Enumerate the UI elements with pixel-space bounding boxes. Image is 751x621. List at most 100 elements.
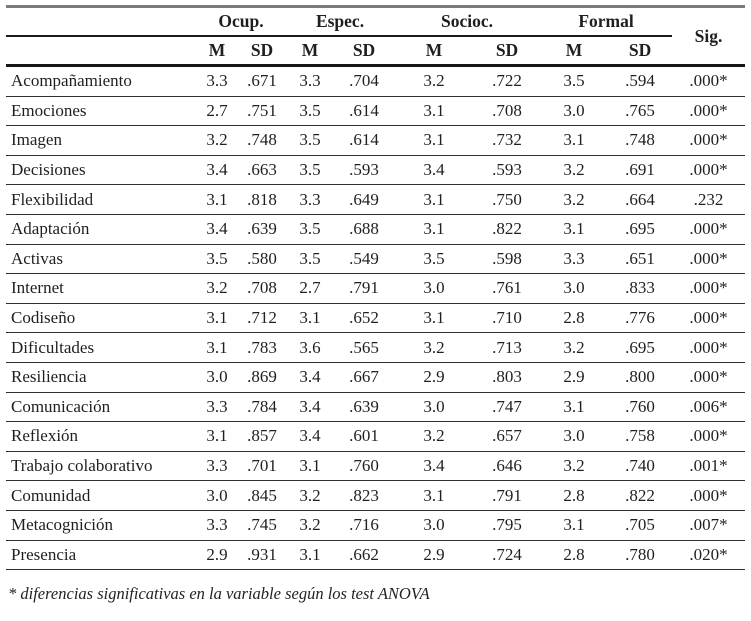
- cell-espec-sd: .565: [334, 332, 395, 363]
- cell-sig: .007*: [672, 510, 746, 541]
- cell-socioc-m: 3.1: [394, 96, 475, 127]
- cell-ocup-sd: .869: [238, 362, 287, 393]
- cell-formal-m: 3.1: [540, 510, 609, 541]
- cell-sig: .000*: [672, 155, 746, 186]
- cell-sig: .000*: [672, 303, 746, 334]
- cell-ocup-sd: .712: [238, 303, 287, 334]
- subheader-socioc-m: M: [394, 36, 475, 67]
- cell-ocup-sd: .701: [238, 451, 287, 482]
- cell-sig: .000*: [672, 244, 746, 275]
- cell-formal-sd: .748: [608, 125, 673, 156]
- paper-table-page: Ocup. Espec. Socioc. Formal Sig. M SD M …: [6, 5, 746, 603]
- subheader-formal-m: M: [540, 36, 609, 67]
- row-label: Internet: [6, 273, 196, 304]
- cell-ocup-sd: .748: [238, 125, 287, 156]
- cell-socioc-sd: .803: [474, 362, 541, 393]
- cell-socioc-sd: .795: [474, 510, 541, 541]
- cell-ocup-sd: .845: [238, 480, 287, 511]
- cell-formal-sd: .822: [608, 480, 673, 511]
- cell-socioc-sd: .646: [474, 451, 541, 482]
- cell-formal-m: 2.8: [540, 303, 609, 334]
- cell-socioc-sd: .724: [474, 540, 541, 571]
- cell-formal-sd: .651: [608, 244, 673, 275]
- cell-ocup-sd: .708: [238, 273, 287, 304]
- cell-espec-sd: .652: [334, 303, 395, 334]
- group-header-formal: Formal: [540, 6, 673, 37]
- cell-ocup-m: 2.7: [196, 96, 238, 127]
- cell-espec-sd: .639: [334, 392, 395, 423]
- cell-socioc-m: 2.9: [394, 362, 475, 393]
- cell-espec-sd: .549: [334, 244, 395, 275]
- subheader-espec-m: M: [286, 36, 335, 67]
- row-label: Dificultades: [6, 332, 196, 363]
- cell-formal-m: 3.1: [540, 125, 609, 156]
- cell-socioc-m: 3.4: [394, 451, 475, 482]
- cell-socioc-sd: .598: [474, 244, 541, 275]
- group-header-socioc: Socioc.: [394, 6, 541, 37]
- cell-socioc-sd: .791: [474, 480, 541, 511]
- cell-espec-m: 3.3: [286, 65, 335, 97]
- cell-socioc-sd: .710: [474, 303, 541, 334]
- cell-espec-sd: .791: [334, 273, 395, 304]
- cell-espec-m: 3.4: [286, 392, 335, 423]
- row-label: Comunicación: [6, 392, 196, 423]
- cell-formal-m: 3.2: [540, 451, 609, 482]
- cell-formal-m: 3.2: [540, 155, 609, 186]
- subheader-espec-sd: SD: [334, 36, 395, 67]
- cell-formal-m: 3.1: [540, 392, 609, 423]
- cell-espec-m: 3.5: [286, 244, 335, 275]
- cell-espec-sd: .823: [334, 480, 395, 511]
- cell-ocup-m: 3.4: [196, 155, 238, 186]
- cell-espec-m: 3.5: [286, 96, 335, 127]
- row-label-header-cell: [6, 6, 196, 37]
- table-row: Reflexión 3.1.857 3.4.601 3.2.657 3.0.758.00…: [6, 421, 746, 452]
- cell-ocup-sd: .784: [238, 392, 287, 423]
- row-label: Reflexión: [6, 421, 196, 452]
- table-row: Resiliencia 3.0.869 3.4.667 2.9.803 2.9.800.…: [6, 362, 746, 393]
- subheader-socioc-sd: SD: [474, 36, 541, 67]
- row-label: Flexibilidad: [6, 184, 196, 215]
- cell-espec-sd: .667: [334, 362, 395, 393]
- row-label: Activas: [6, 244, 196, 275]
- table-row: Adaptación 3.4.639 3.5.688 3.1.822 3.1.695.0…: [6, 214, 746, 245]
- cell-ocup-sd: .931: [238, 540, 287, 571]
- cell-ocup-sd: .751: [238, 96, 287, 127]
- row-label: Metacognición: [6, 510, 196, 541]
- cell-espec-sd: .704: [334, 65, 395, 97]
- cell-ocup-sd: .857: [238, 421, 287, 452]
- subheader-formal-sd: SD: [608, 36, 673, 67]
- table-row: Comunidad 3.0.845 3.2.823 3.1.791 2.8.822.00…: [6, 480, 746, 511]
- table-row: Dificultades 3.1.783 3.6.565 3.2.713 3.2.695…: [6, 332, 746, 363]
- cell-socioc-m: 3.1: [394, 480, 475, 511]
- cell-socioc-m: 3.2: [394, 421, 475, 452]
- cell-ocup-sd: .745: [238, 510, 287, 541]
- cell-espec-m: 3.1: [286, 303, 335, 334]
- cell-formal-sd: .800: [608, 362, 673, 393]
- cell-sig: .000*: [672, 332, 746, 363]
- table-header: Ocup. Espec. Socioc. Formal Sig. M SD M …: [6, 6, 746, 67]
- cell-formal-m: 2.8: [540, 480, 609, 511]
- cell-espec-m: 3.6: [286, 332, 335, 363]
- cell-sig: .000*: [672, 125, 746, 156]
- table-row: Decisiones 3.4.663 3.5.593 3.4.593 3.2.691.0…: [6, 155, 746, 186]
- cell-espec-m: 3.4: [286, 362, 335, 393]
- cell-formal-m: 3.0: [540, 421, 609, 452]
- cell-sig: .232: [672, 184, 746, 215]
- table-row: Acompañamiento 3.3.671 3.3.704 3.2.722 3.5.5…: [6, 65, 746, 97]
- cell-ocup-m: 3.1: [196, 332, 238, 363]
- table-body: Acompañamiento 3.3.671 3.3.704 3.2.722 3.5.5…: [6, 65, 746, 571]
- cell-espec-m: 3.1: [286, 451, 335, 482]
- cell-ocup-m: 3.5: [196, 244, 238, 275]
- subheader-row: M SD M SD M SD M SD: [6, 36, 745, 67]
- table-row: Activas 3.5.580 3.5.549 3.5.598 3.3.651.000*: [6, 244, 746, 275]
- cell-espec-m: 3.5: [286, 125, 335, 156]
- cell-formal-sd: .594: [608, 65, 673, 97]
- cell-ocup-m: 3.1: [196, 184, 238, 215]
- cell-sig: .020*: [672, 540, 746, 571]
- row-label: Adaptación: [6, 214, 196, 245]
- subheader-ocup-sd: SD: [238, 36, 287, 67]
- row-label: Imagen: [6, 125, 196, 156]
- cell-socioc-m: 3.0: [394, 392, 475, 423]
- sig-column-header: Sig.: [672, 6, 746, 67]
- cell-ocup-m: 3.3: [196, 451, 238, 482]
